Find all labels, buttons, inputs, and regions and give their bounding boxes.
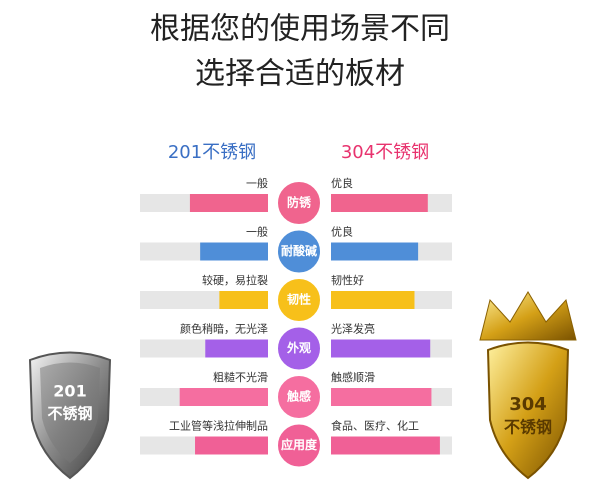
feature-circle [276,325,322,372]
row-label: 粗糙不光滑 [213,370,268,384]
silver-shield: 201 不锈钢 [28,351,112,480]
feature-label: 外观 [287,340,311,355]
feature-circle [276,228,322,275]
row-label: 工业管等浅拉伸制品 [169,419,268,433]
feature-circle [276,277,322,323]
feature-circle [276,180,322,226]
row-label: 食品、医疗、化工 [331,419,419,433]
title-line: 根据您的使用场景不同 [150,12,450,47]
column-header: 304不锈钢 [341,142,429,163]
feature-label: 应用度 [281,437,318,452]
bar [331,194,428,212]
bar [205,339,268,358]
badge-number: 201 [53,382,86,401]
row-label: 触感顺滑 [331,370,375,384]
gold-shield: 304 不锈钢 [479,291,577,480]
badge-number: 304 [509,394,547,415]
bar [331,388,432,406]
row-label: 一般 [246,177,268,190]
feature-label: 触感 [287,389,311,404]
feature-circle [276,374,322,420]
bar [331,436,440,455]
badge-text: 不锈钢 [47,405,92,423]
row-label: 优良 [331,225,353,239]
bar [331,339,431,358]
column-header: 201不锈钢 [168,142,256,163]
feature-label: 韧性 [287,292,311,307]
row-label: 韧性好 [331,273,364,287]
bar [179,388,268,406]
row-label: 光泽发亮 [331,322,375,336]
title-line: 选择合适的板材 [195,57,405,92]
bar [219,291,268,309]
bar [200,242,268,261]
feature-label: 防锈 [287,195,312,210]
row-label: 较硬，易拉裂 [202,273,268,287]
row-label: 优良 [331,176,353,190]
feature-circle [276,422,322,469]
bar [189,194,268,212]
badge-text: 不锈钢 [504,418,552,437]
feature-label: 耐酸碱 [281,243,317,258]
bar [331,242,419,261]
bar [195,436,268,455]
row-label: 颜色稍暗，无光泽 [180,322,268,336]
bar [331,291,415,309]
row-label: 一般 [246,226,268,239]
